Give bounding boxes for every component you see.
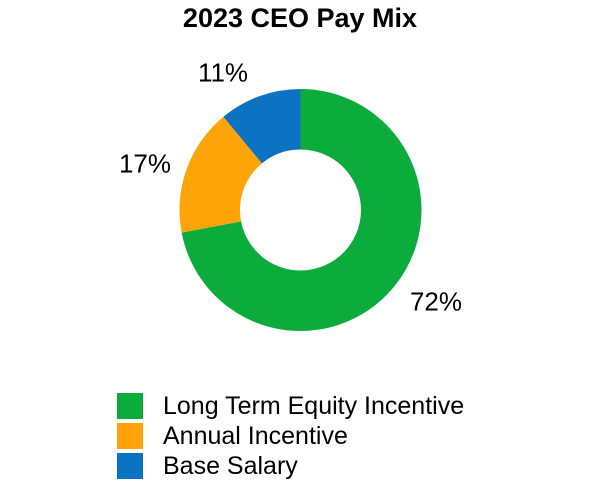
legend-label: Annual Incentive (163, 422, 348, 450)
slice-label-long-term-equity-incentive: 72% (409, 286, 463, 317)
slice-label-base-salary: 11% (197, 57, 249, 88)
legend-label: Long Term Equity Incentive (163, 392, 465, 420)
donut-segment-base-salary (223, 89, 301, 164)
legend-swatch-annual-incentive (117, 423, 143, 449)
chart-title: 2023 CEO Pay Mix (182, 3, 418, 33)
donut-segment-annual-incentive (179, 116, 262, 233)
legend: Long Term Equity Incentive Annual Incent… (117, 393, 464, 479)
slice-label-annual-incentive: 17% (118, 148, 172, 179)
legend-swatch-base-salary (117, 453, 143, 479)
legend-item: Annual Incentive (117, 423, 464, 449)
donut-segment-long-term-equity-incentive (181, 89, 422, 331)
legend-item: Base Salary (117, 453, 464, 479)
legend-swatch-long-term-equity-incentive (117, 393, 143, 419)
legend-item: Long Term Equity Incentive (117, 393, 464, 419)
legend-label: Base Salary (163, 452, 298, 480)
